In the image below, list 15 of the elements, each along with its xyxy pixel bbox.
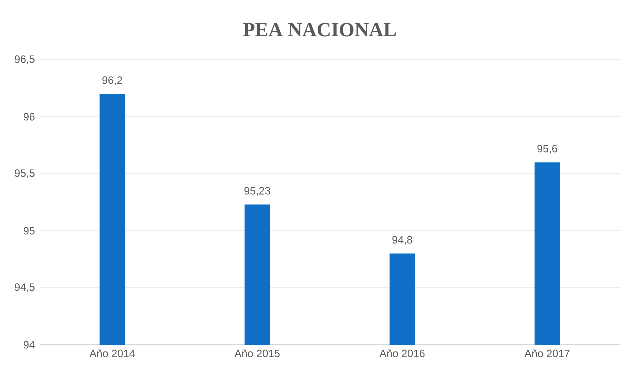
y-tick-label: 95 [24,227,35,235]
x-tick-label: Año 2016 [380,350,425,358]
x-tick-label: Año 2017 [524,350,570,358]
data-label: 95,23 [244,187,270,196]
data-label: 94,8 [392,236,412,246]
data-label: 96,2 [102,76,122,86]
data-label: 95,6 [538,145,558,154]
y-tick-label: 95,5 [15,170,35,178]
y-tick-label: 94 [24,341,35,349]
chart-title: PEA NACIONAL [243,23,396,37]
y-tick-label: 94,5 [15,284,35,292]
y-tick-label: 96,5 [15,56,35,64]
y-tick-label: 96 [24,113,35,121]
x-tick-label: Año 2015 [234,350,280,358]
x-tick-label: Año 2014 [90,350,136,358]
